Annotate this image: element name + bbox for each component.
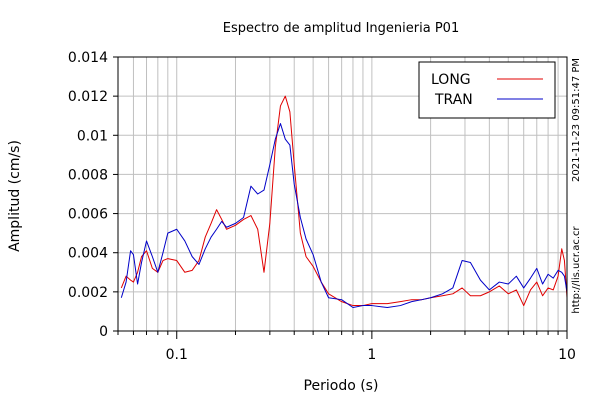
y-axis-label: Amplitud (cm/s) <box>7 140 23 252</box>
y-tick-label: 0.014 <box>68 50 108 66</box>
legend: LONG TRAN <box>418 61 556 119</box>
legend-label-tran: TRAN <box>434 92 473 108</box>
y-tick-label: 0.006 <box>68 207 108 223</box>
x-axis-label: Periodo (s) <box>304 378 379 394</box>
y-tick-label: 0.004 <box>68 246 108 262</box>
axis-ticks <box>113 56 568 339</box>
plot-frame <box>117 56 568 332</box>
legend-box <box>418 61 556 119</box>
tick-labels: 0 0.002 0.004 0.006 0.008 0.01 0.012 0.014 0.1 1 1… <box>68 50 576 363</box>
timestamp-text: 2021-11-23 09:51:47 PM <box>571 58 582 182</box>
y-tick-label: 0.008 <box>68 167 108 183</box>
x-tick-label: 0.1 <box>166 347 188 363</box>
y-tick-label: 0.01 <box>77 128 108 144</box>
y-tick-label: 0.002 <box>68 285 108 301</box>
chart-title: Espectro de amplitud Ingenieria P01 <box>223 21 459 36</box>
x-tick-label: 1 <box>367 347 376 363</box>
legend-label-long: LONG <box>431 72 471 88</box>
series-line-long <box>120 95 568 307</box>
y-tick-label: 0.012 <box>68 89 108 105</box>
x-tick-label: 10 <box>558 347 576 363</box>
series-layer <box>120 95 568 309</box>
series-line-tran <box>120 123 568 309</box>
y-tick-label: 0 <box>99 324 108 340</box>
source-url-text: http://lis.ucr.ac.cr <box>571 226 582 314</box>
